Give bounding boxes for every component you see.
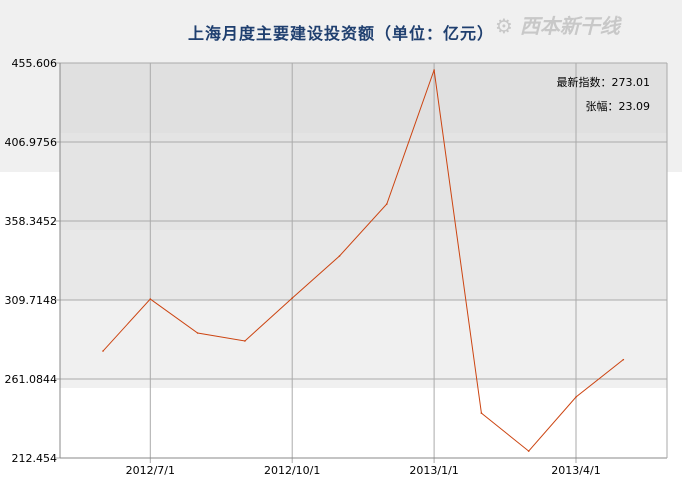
watermark-logo: ⚙ 西本新干线 [495, 14, 620, 38]
chart-title: 上海月度主要建设投资额（单位：亿元） [187, 24, 494, 43]
data-point [622, 358, 625, 361]
plot-band [60, 230, 667, 300]
plot-band [60, 63, 667, 133]
data-point [196, 332, 199, 334]
data-point [291, 297, 294, 299]
data-point [244, 340, 246, 342]
data-point [433, 69, 435, 71]
data-point [575, 396, 577, 398]
data-point [338, 255, 341, 257]
y-tick-label: 309.7148 [5, 294, 58, 307]
plot-band [60, 133, 667, 230]
data-point [527, 450, 530, 452]
data-point [102, 350, 104, 352]
change-label: 张幅：23.09 [586, 100, 651, 113]
plot-band [60, 300, 667, 388]
x-tick-label: 2012/7/1 [126, 464, 175, 477]
y-tick-label: 358.3452 [5, 215, 58, 228]
y-tick-label: 261.0844 [5, 373, 58, 386]
data-point [386, 203, 388, 205]
plot-band [60, 388, 667, 458]
y-tick-label: 406.9756 [5, 136, 58, 149]
data-point [149, 298, 152, 300]
x-tick-label: 2013/4/1 [551, 464, 600, 477]
y-tick-label: 455.606 [12, 57, 58, 70]
data-line [102, 69, 624, 452]
latest-index-label: 最新指数：273.01 [557, 75, 651, 89]
x-tick-label: 2012/10/1 [264, 464, 320, 477]
x-tick-label: 2013/1/1 [409, 464, 458, 477]
data-point [480, 412, 483, 414]
y-tick-label: 212.454 [12, 452, 58, 465]
